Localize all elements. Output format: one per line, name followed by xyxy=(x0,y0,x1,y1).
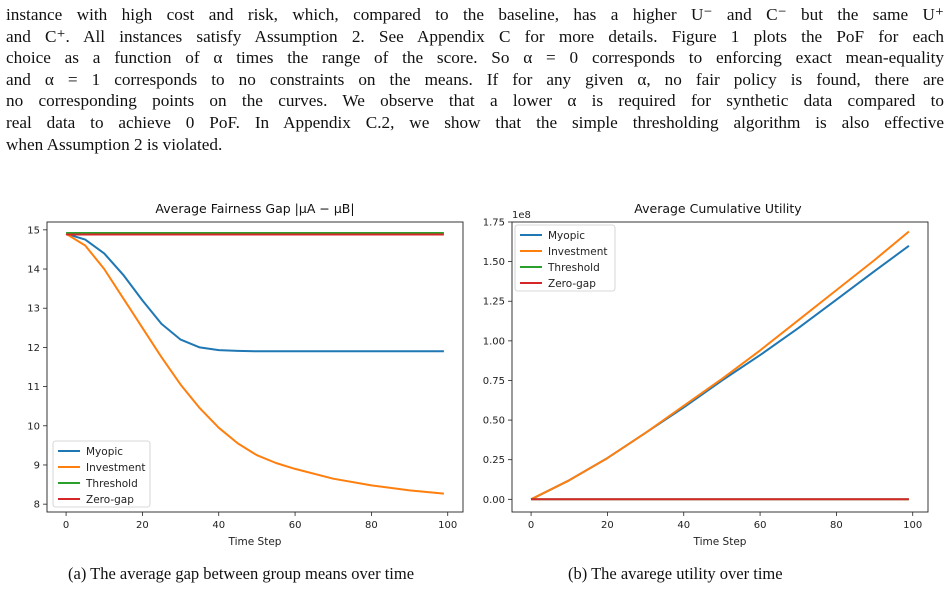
legend-box xyxy=(514,224,616,292)
body-paragraph: instance with high cost and risk, which,… xyxy=(6,4,944,155)
chart-panel-1: Average Fairness Gap |μA − μB| 0 20 40 60 80 1… xyxy=(27,201,464,548)
paragraph-line: when Assumption 2 is violated. xyxy=(6,134,223,154)
plot-frame xyxy=(46,221,464,513)
y-tick-label: 1.75 xyxy=(483,218,505,229)
x-tick-label: 60 xyxy=(289,520,302,531)
x-tick-label: 20 xyxy=(136,520,149,531)
y-tick-label: 1.00 xyxy=(483,336,505,347)
caption-left: (a) The average gap between group means … xyxy=(68,564,415,583)
x-tick-label: 40 xyxy=(677,520,690,531)
legend-label: Myopic xyxy=(548,230,585,242)
y-tick-label: 14 xyxy=(27,265,40,276)
y-tick-label: 1.25 xyxy=(483,297,505,308)
y-tick-label: 0.25 xyxy=(483,455,505,466)
paragraph-line: and C⁺. All instances satisfy Assumption… xyxy=(6,26,944,46)
paragraph-line: and α = 1 corresponds to no constraints … xyxy=(6,69,944,89)
legend-label: Threshold xyxy=(85,478,138,490)
series-line-investment xyxy=(65,232,444,495)
chart-title: Average Cumulative Utility xyxy=(634,201,802,216)
paragraph-line: instance with high cost and risk, which,… xyxy=(6,5,944,24)
legend-label: Investment xyxy=(86,462,145,474)
y-tick-label: 0.50 xyxy=(483,416,505,427)
plot-frame xyxy=(511,221,929,513)
x-tick-label: 40 xyxy=(212,520,225,531)
legend: Myopic Investment Threshold Zero-gap xyxy=(52,440,151,508)
y-tick-label: 10 xyxy=(27,421,40,432)
caption-right: (b) The avarege utility over time xyxy=(568,564,783,583)
y-tick-label: 8 xyxy=(34,500,40,511)
y-tick-label: 13 xyxy=(27,304,40,315)
paragraph-line: no corresponding points on the curves. W… xyxy=(6,91,944,111)
paragraph-line: choice as a function of α times the rang… xyxy=(6,48,944,68)
y-tick-label: 12 xyxy=(27,343,40,354)
axis-offset-label: 1e8 xyxy=(512,210,531,221)
y-tick-label: 9 xyxy=(34,460,40,471)
x-tick-label: 100 xyxy=(903,520,922,531)
x-tick-label: 20 xyxy=(601,520,614,531)
legend-label: Myopic xyxy=(86,446,123,458)
x-axis-label: Time Step xyxy=(693,536,747,548)
legend-label: Investment xyxy=(548,246,607,258)
x-tick-label: 0 xyxy=(63,520,69,531)
y-tick-label: 11 xyxy=(27,382,40,393)
chart-panel-2: Average Cumulative Utility 1e8 0 20 40 60 80 10… xyxy=(483,201,929,548)
x-tick-label: 0 xyxy=(528,520,534,531)
y-tick-label: 0.75 xyxy=(483,376,505,387)
legend-label: Threshold xyxy=(547,262,600,274)
paragraph-line: real data to achieve 0 PoF. In Appendix … xyxy=(6,112,944,132)
x-tick-label: 100 xyxy=(438,520,457,531)
x-axis-label: Time Step xyxy=(228,536,282,548)
x-tick-label: 80 xyxy=(830,520,843,531)
legend-label: Zero-gap xyxy=(86,494,134,506)
y-tick-label: 1.50 xyxy=(483,257,505,268)
x-tick-label: 80 xyxy=(365,520,378,531)
series-line-investment xyxy=(530,230,910,501)
y-tick-label: 0.00 xyxy=(483,495,505,506)
legend-box xyxy=(52,440,151,508)
y-tick-label: 15 xyxy=(27,225,40,236)
legend-label: Zero-gap xyxy=(548,278,596,290)
legend: Myopic Investment Threshold Zero-gap xyxy=(514,224,616,292)
x-tick-label: 60 xyxy=(754,520,767,531)
chart-title: Average Fairness Gap |μA − μB| xyxy=(155,201,354,216)
series-line-myopic xyxy=(65,232,444,353)
